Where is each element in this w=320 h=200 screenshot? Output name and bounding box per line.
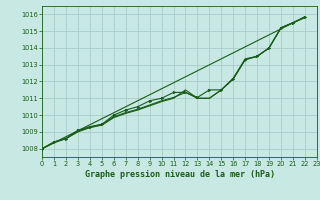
X-axis label: Graphe pression niveau de la mer (hPa): Graphe pression niveau de la mer (hPa): [84, 170, 275, 179]
